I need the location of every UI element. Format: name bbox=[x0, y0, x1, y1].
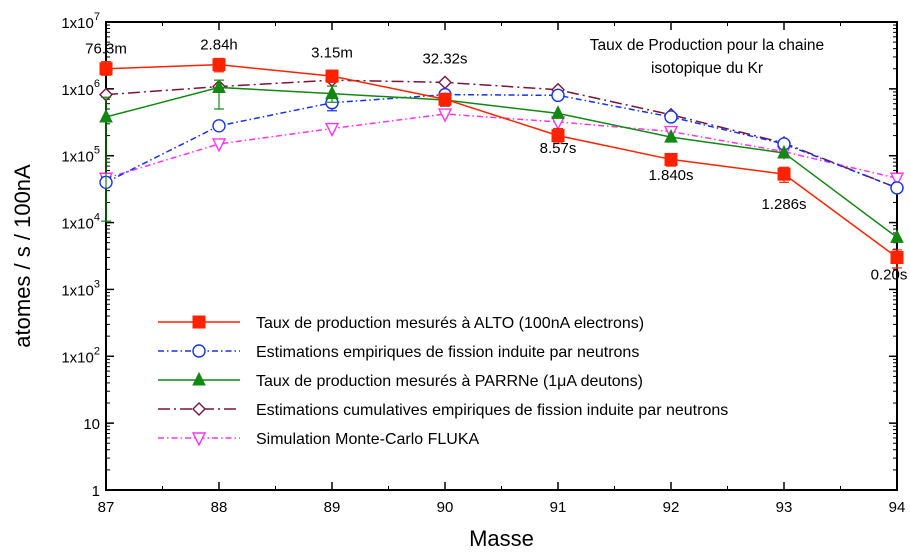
x-tick-label: 89 bbox=[324, 499, 341, 516]
y-tick-label: 1x105 bbox=[61, 145, 100, 166]
y-axis-title: atomes / s / 100nA bbox=[10, 164, 35, 348]
data-point bbox=[212, 58, 226, 72]
x-axis: 87 88 89 90 91 92 93 94 bbox=[98, 22, 906, 516]
series-line bbox=[105, 86, 898, 239]
legend-entry: Simulation Monte-Carlo FLUKA bbox=[158, 431, 480, 448]
legend-marker bbox=[192, 344, 206, 358]
data-point bbox=[890, 229, 904, 243]
series-layer bbox=[98, 57, 905, 269]
y-tick-label: 1x107 bbox=[61, 11, 100, 32]
data-point bbox=[325, 85, 339, 100]
legend-entry: Estimations empiriques de fission induit… bbox=[158, 344, 639, 361]
data-point bbox=[438, 92, 452, 106]
series-line bbox=[105, 113, 898, 179]
title-line: Taux de Production pour la chaine bbox=[590, 37, 824, 54]
x-tick-label: 87 bbox=[98, 499, 115, 516]
series-line bbox=[105, 93, 898, 189]
half-life-label: 1.840s bbox=[648, 167, 693, 184]
half-life-label: 32.32s bbox=[422, 50, 467, 67]
data-point bbox=[212, 79, 226, 93]
half-life-label: 3.15m bbox=[311, 44, 353, 61]
y-tick-label: 1x106 bbox=[61, 78, 100, 99]
legend-marker bbox=[192, 315, 206, 329]
legend-label: Estimations empiriques de fission induit… bbox=[256, 344, 639, 361]
chart-title: Taux de Production pour la chaine isotopi… bbox=[590, 37, 824, 77]
legend-label: Taux de production mesurés à PARRNe (1μA… bbox=[256, 373, 643, 390]
x-tick-label: 94 bbox=[889, 499, 906, 516]
data-point bbox=[664, 110, 678, 124]
legend-label: Taux de production mesurés à ALTO (100nA… bbox=[256, 315, 644, 332]
data-point bbox=[664, 128, 678, 143]
data-point bbox=[438, 75, 452, 90]
data-point bbox=[99, 108, 113, 123]
annotation-layer: 76.3m 2.84h 3.15m 32.32s 8.57s 1.840s 1.286s 0.… bbox=[85, 36, 907, 283]
half-life-label: 2.84h bbox=[200, 36, 238, 53]
legend-label: Simulation Monte-Carlo FLUKA bbox=[256, 431, 480, 448]
data-point bbox=[211, 138, 227, 153]
legend-marker bbox=[192, 402, 206, 416]
data-point bbox=[325, 69, 339, 83]
legend-entry: Taux de production mesurés à ALTO (100nA… bbox=[158, 315, 644, 332]
y-tick-label: 1x102 bbox=[61, 345, 100, 366]
x-tick-label: 88 bbox=[211, 499, 228, 516]
y-tick-label: 1 bbox=[92, 483, 100, 500]
half-life-label: 1.286s bbox=[761, 196, 806, 213]
y-tick-label: 1x103 bbox=[61, 278, 100, 299]
x-tick-label: 91 bbox=[550, 499, 567, 516]
series-3 bbox=[99, 79, 904, 243]
data-point bbox=[889, 172, 905, 187]
x-axis-title: Masse bbox=[469, 526, 534, 551]
x-tick-label: 93 bbox=[776, 499, 793, 516]
x-tick-label: 92 bbox=[663, 499, 680, 516]
data-point bbox=[551, 105, 565, 119]
data-point bbox=[551, 88, 565, 103]
series-line bbox=[105, 79, 898, 189]
data-point bbox=[324, 122, 340, 138]
legend-label: Estimations cumulatives empiriques de fi… bbox=[256, 402, 728, 419]
series-1 bbox=[99, 57, 904, 269]
y-tick-label: 10 bbox=[83, 416, 100, 433]
legend: Taux de production mesurés à ALTO (100nA… bbox=[158, 315, 728, 448]
data-point bbox=[437, 108, 453, 123]
title-line: isotopique du Kr bbox=[651, 60, 763, 77]
data-point bbox=[777, 144, 791, 159]
half-life-label: 0.20s bbox=[871, 267, 908, 284]
half-life-label: 76.3m bbox=[85, 40, 127, 57]
data-point bbox=[890, 181, 904, 195]
y-tick-label: 1x104 bbox=[61, 212, 100, 233]
data-point bbox=[890, 251, 904, 265]
y-axis: 1 10 1x102 1x103 1x104 1x105 1x106 1x107 bbox=[61, 11, 897, 500]
half-life-label: 8.57s bbox=[540, 140, 577, 157]
series-line bbox=[105, 63, 898, 259]
legend-entry: Estimations cumulatives empiriques de fi… bbox=[158, 402, 728, 419]
legend-marker bbox=[191, 432, 207, 447]
data-point bbox=[212, 119, 226, 133]
data-point bbox=[99, 62, 113, 76]
data-point bbox=[777, 167, 791, 181]
data-point bbox=[664, 152, 678, 166]
x-tick-label: 90 bbox=[437, 499, 454, 516]
data-point bbox=[551, 129, 565, 143]
legend-marker bbox=[192, 371, 206, 386]
legend-entry: Taux de production mesurés à PARRNe (1μA… bbox=[158, 371, 643, 390]
